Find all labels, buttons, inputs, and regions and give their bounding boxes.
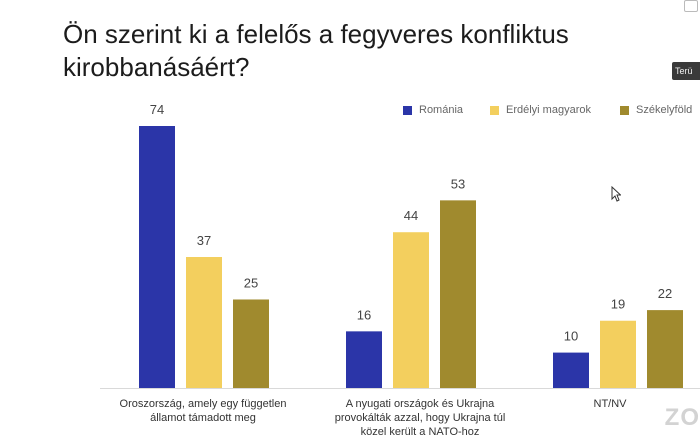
- legend-label-romania: Románia: [419, 104, 464, 116]
- legend-swatch-szekelyfold: [620, 105, 629, 115]
- bar-c0-s2: [233, 299, 269, 388]
- category-label-nt-nv: NT/NV: [593, 398, 627, 410]
- side-tag: Terü: [672, 62, 700, 80]
- category-label-oroszorszag: Oroszország, amely egy független államot…: [119, 398, 287, 424]
- bar-c0-s0: [139, 126, 175, 388]
- bar-c2-s0: [553, 352, 589, 388]
- bar-c0-s1: [186, 257, 222, 388]
- data-label-c2-s2: 22: [658, 286, 672, 301]
- bar-c1-s0: [346, 331, 382, 388]
- legend-item-erdelyi-magyarok: Erdélyi magyarok: [490, 104, 591, 116]
- legend-label-erdelyi-magyarok: Erdélyi magyarok: [506, 104, 591, 116]
- data-label-c1-s2: 53: [451, 176, 465, 191]
- bar-c1-s2: [440, 200, 476, 388]
- legend-swatch-erdelyi-magyarok: [490, 105, 499, 115]
- mouse-cursor-icon: [611, 186, 621, 202]
- data-label-c0-s2: 25: [244, 275, 258, 290]
- slide-title: Ön szerint ki a felelős a fegyveres konf…: [63, 19, 569, 82]
- legend-swatch-romania: [403, 105, 412, 115]
- window-corner-icon: [684, 0, 698, 12]
- legend-label-szekelyfold: Székelyföld: [636, 104, 693, 116]
- legend-item-szekelyfold: Székelyföld: [620, 104, 700, 116]
- data-label-c2-s0: 10: [564, 329, 578, 344]
- legend-item-romania: Románia: [403, 104, 463, 116]
- data-label-c0-s0: 74: [150, 102, 164, 117]
- watermark-logo: ZO: [664, 404, 700, 431]
- data-label-c0-s1: 37: [197, 233, 211, 248]
- bar-c2-s1: [600, 320, 636, 388]
- data-label-c2-s1: 19: [611, 297, 625, 312]
- bar-c2-s2: [647, 310, 683, 388]
- bar-c1-s1: [393, 232, 429, 388]
- data-label-c1-s1: 44: [404, 208, 418, 223]
- data-label-c1-s0: 16: [357, 307, 371, 322]
- category-label-nyugati-orszagok: A nyugati országok és Ukrajna provokáltá…: [334, 398, 506, 438]
